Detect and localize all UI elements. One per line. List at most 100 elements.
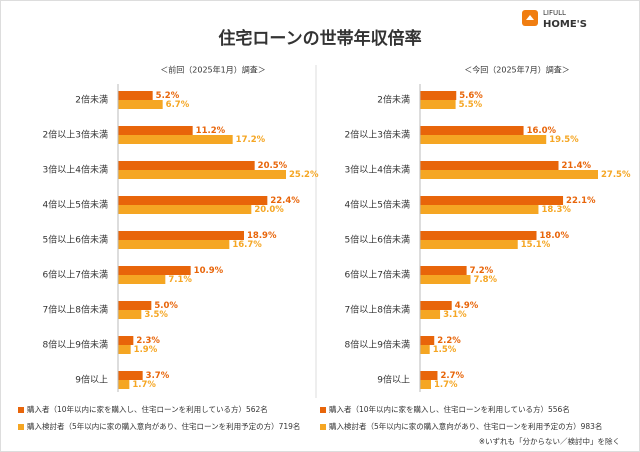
legend-swatch <box>320 424 326 430</box>
value-label: 3.1% <box>443 310 467 320</box>
category-label: 8倍以上9倍未満 <box>345 339 410 351</box>
value-label: 18.0% <box>540 231 570 241</box>
category-label: 7倍以上8倍未満 <box>345 304 410 316</box>
value-label: 20.0% <box>254 205 284 215</box>
value-label: 2.7% <box>440 371 464 381</box>
bar <box>420 336 435 345</box>
value-label: 27.5% <box>601 170 631 180</box>
bar <box>118 161 255 170</box>
title: 住宅ローンの世帯年収倍率 <box>218 28 421 49</box>
value-label: 21.4% <box>562 161 592 171</box>
value-label: 4.9% <box>455 301 479 311</box>
bar <box>420 91 457 100</box>
value-label: 7.1% <box>168 275 192 285</box>
bar <box>420 371 438 380</box>
logo-house <box>526 15 534 20</box>
bar <box>118 371 143 380</box>
value-label: 22.4% <box>270 196 300 206</box>
bar <box>118 301 152 310</box>
logo-text: HOME'S <box>543 19 587 30</box>
bar <box>420 345 430 354</box>
value-label: 2.3% <box>136 336 160 346</box>
bar <box>118 100 163 109</box>
bar <box>420 170 598 179</box>
bar <box>118 205 252 214</box>
category-label: 7倍以上8倍未満 <box>43 304 108 316</box>
logo-text: LIFULL <box>543 9 566 17</box>
value-label: 18.9% <box>247 231 277 241</box>
bar <box>420 240 518 249</box>
value-label: 7.8% <box>473 275 497 285</box>
bar <box>118 126 193 135</box>
value-label: 5.6% <box>459 91 483 101</box>
bar <box>420 275 471 284</box>
value-label: 3.5% <box>144 310 168 320</box>
bar <box>118 231 244 240</box>
bar <box>118 380 130 389</box>
category-label: 8倍以上9倍未満 <box>43 339 108 351</box>
value-label: 10.9% <box>194 266 224 276</box>
bar <box>118 91 153 100</box>
bar <box>420 231 537 240</box>
value-label: 2.2% <box>437 336 461 346</box>
category-label: 2倍未満 <box>75 94 108 106</box>
legend-swatch <box>18 424 24 430</box>
value-label: 1.7% <box>434 380 458 390</box>
value-label: 1.9% <box>134 345 158 355</box>
category-label: 3倍以上4倍未満 <box>345 164 410 176</box>
legend-label: 購入検討者（5年以内に家の購入意向があり、住宅ローンを利用予定の方）983名 <box>329 421 602 431</box>
bar <box>420 100 456 109</box>
value-label: 6.7% <box>166 100 190 110</box>
category-label: 4倍以上5倍未満 <box>345 199 410 211</box>
legend-label: 購入者（10年以内に家を購入し、住宅ローンを利用している方）562名 <box>27 404 268 414</box>
value-label: 22.1% <box>566 196 596 206</box>
subtitle: ＜今回（2025年7月）調査＞ <box>464 65 569 75</box>
value-label: 20.5% <box>258 161 288 171</box>
category-label: 5倍以上6倍未満 <box>43 234 108 246</box>
bar <box>118 135 233 144</box>
legend-label: 購入者（10年以内に家を購入し、住宅ローンを利用している方）556名 <box>329 404 570 414</box>
value-label: 19.5% <box>549 135 579 145</box>
category-label: 4倍以上5倍未満 <box>43 199 108 211</box>
bar <box>420 135 547 144</box>
category-label: 2倍以上3倍未満 <box>345 129 410 141</box>
category-label: 2倍未満 <box>377 94 410 106</box>
value-label: 5.2% <box>156 91 180 101</box>
bar <box>420 126 524 135</box>
legend-swatch <box>320 407 326 413</box>
bar <box>118 240 230 249</box>
value-label: 7.2% <box>470 266 494 276</box>
bar <box>420 161 559 170</box>
bar <box>118 275 166 284</box>
value-label: 15.1% <box>521 240 551 250</box>
value-label: 16.7% <box>232 240 262 250</box>
legend-swatch <box>18 407 24 413</box>
bar <box>420 301 452 310</box>
bar <box>420 380 432 389</box>
bar <box>118 345 131 354</box>
category-label: 2倍以上3倍未満 <box>43 129 108 141</box>
bar <box>118 310 142 319</box>
category-label: 6倍以上7倍未満 <box>345 269 410 281</box>
bar <box>420 205 539 214</box>
bar <box>118 266 191 275</box>
value-label: 1.5% <box>433 345 457 355</box>
category-label: 5倍以上6倍未満 <box>345 234 410 246</box>
logo: LIFULL HOME'S <box>522 9 587 30</box>
category-label: 9倍以上 <box>377 374 410 386</box>
value-label: 5.5% <box>459 100 483 110</box>
value-label: 17.2% <box>236 135 266 145</box>
value-label: 25.2% <box>289 170 319 180</box>
bar <box>118 336 134 345</box>
footnote: ※いずれも「分からない／検討中」を除く <box>479 436 620 446</box>
value-label: 5.0% <box>154 301 178 311</box>
category-label: 9倍以上 <box>75 374 108 386</box>
category-label: 6倍以上7倍未満 <box>43 269 108 281</box>
value-label: 16.0% <box>527 126 557 136</box>
bar <box>118 196 268 205</box>
value-label: 18.3% <box>541 205 571 215</box>
bar <box>420 310 441 319</box>
value-label: 3.7% <box>146 371 170 381</box>
